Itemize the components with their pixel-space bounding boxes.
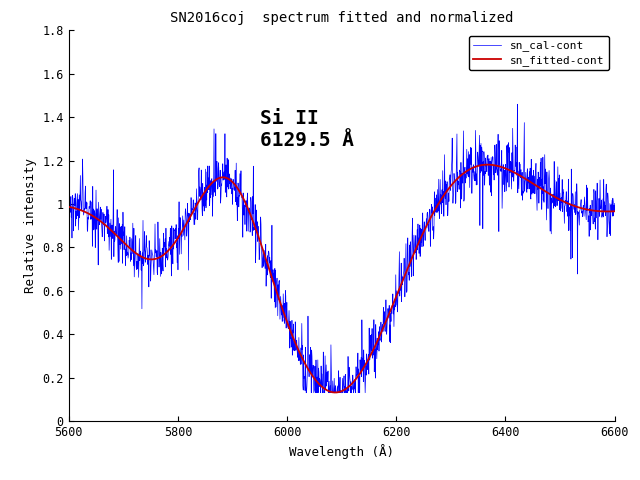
sn_cal-cont bbox=[513, 101, 521, 107]
sn_cal-cont bbox=[302, 390, 310, 396]
sn_fitted-cont bbox=[107, 227, 115, 233]
sn_cal-cont bbox=[308, 353, 316, 359]
sn_fitted-cont bbox=[317, 384, 325, 389]
sn_fitted-cont bbox=[308, 372, 316, 377]
sn_cal-cont bbox=[107, 216, 115, 222]
sn_cal-cont bbox=[129, 245, 137, 251]
X-axis label: Wavelength (Å): Wavelength (Å) bbox=[289, 444, 394, 459]
Title: SN2016coj  spectrum fitted and normalized: SN2016coj spectrum fitted and normalized bbox=[170, 11, 513, 25]
Line: sn_cal-cont: sn_cal-cont bbox=[68, 104, 614, 393]
sn_cal-cont bbox=[65, 197, 72, 203]
sn_cal-cont bbox=[296, 361, 304, 367]
sn_cal-cont bbox=[611, 201, 618, 206]
sn_fitted-cont bbox=[332, 390, 339, 396]
sn_fitted-cont bbox=[611, 208, 618, 214]
sn_fitted-cont bbox=[65, 204, 72, 210]
sn_fitted-cont bbox=[376, 333, 383, 339]
Legend: sn_cal-cont, sn_fitted-cont: sn_cal-cont, sn_fitted-cont bbox=[469, 36, 609, 70]
sn_fitted-cont bbox=[296, 351, 304, 357]
sn_fitted-cont bbox=[129, 248, 137, 254]
Text: Si II
6129.5 Å: Si II 6129.5 Å bbox=[260, 108, 354, 150]
sn_fitted-cont bbox=[484, 162, 492, 168]
Y-axis label: Relative intensity: Relative intensity bbox=[24, 158, 37, 293]
Line: sn_fitted-cont: sn_fitted-cont bbox=[68, 165, 614, 393]
sn_cal-cont bbox=[318, 371, 326, 377]
sn_cal-cont bbox=[376, 333, 383, 339]
